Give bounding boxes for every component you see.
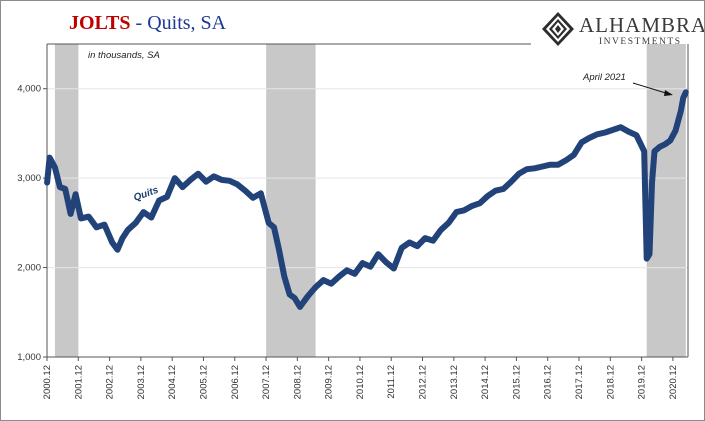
axes [46, 43, 689, 358]
chart-title: JOLTS - Quits, SA [69, 12, 226, 35]
xtick-label-13: 2013.12 [449, 365, 460, 399]
xtick-label-11: 2011.12 [386, 365, 397, 399]
xtick-label-18: 2018.12 [605, 365, 616, 399]
diamond-logo-icon [542, 12, 574, 46]
xtick-label-17: 2017.12 [574, 365, 585, 399]
xtick-label-15: 2015.12 [511, 365, 522, 399]
brand-logo: ALHAMBRA INVESTMENTS [541, 11, 704, 51]
annotation-arrowhead-icon [664, 90, 673, 96]
xtick-label-10: 2010.12 [355, 365, 366, 399]
annotation-april-2021: April 2021 [582, 72, 626, 83]
brand-subtitle: INVESTMENTS [599, 37, 682, 47]
y-ticks: 1,000 2,000 3,000 4,000 [17, 84, 47, 363]
xtick-label-19: 2019.12 [637, 365, 648, 399]
title-main: JOLTS [69, 12, 131, 34]
xtick-label-7: 2007.12 [261, 365, 272, 399]
series-line-quits [44, 89, 689, 310]
xtick-label-9: 2009.12 [324, 365, 335, 399]
units-note: in thousands, SA [88, 50, 160, 61]
xtick-label-16: 2016.12 [543, 365, 554, 399]
xtick-label-6: 2006.12 [230, 365, 241, 399]
xtick-label-5: 2005.12 [198, 365, 209, 399]
xtick-label-20: 2020.12 [668, 365, 679, 399]
ytick-label-0: 1,000 [17, 352, 41, 363]
recession-band-1 [266, 44, 316, 357]
xtick-label-4: 2004.12 [167, 365, 178, 399]
xtick-label-12: 2012.12 [418, 365, 429, 399]
xtick-label-14: 2014.12 [480, 365, 491, 399]
xtick-label-0: 2000.12 [42, 365, 53, 399]
gridlines [47, 88, 688, 269]
ytick-label-1: 2,000 [17, 263, 41, 274]
xtick-label-8: 2008.12 [292, 365, 303, 399]
xtick-label-3: 2003.12 [136, 365, 147, 399]
annotation-arrow [632, 82, 670, 95]
x-ticks: 2000.12 2001.12 2002.12 2003.12 2004.12 2005.… [42, 357, 679, 399]
brand-name: ALHAMBRA [579, 13, 705, 37]
xtick-label-2: 2002.12 [105, 365, 116, 399]
ytick-label-2: 3,000 [17, 173, 41, 184]
ytick-label-3: 4,000 [17, 84, 41, 95]
title-sub: - Quits, SA [130, 12, 227, 34]
xtick-label-1: 2001.12 [73, 365, 84, 399]
recession-bands [54, 44, 686, 357]
